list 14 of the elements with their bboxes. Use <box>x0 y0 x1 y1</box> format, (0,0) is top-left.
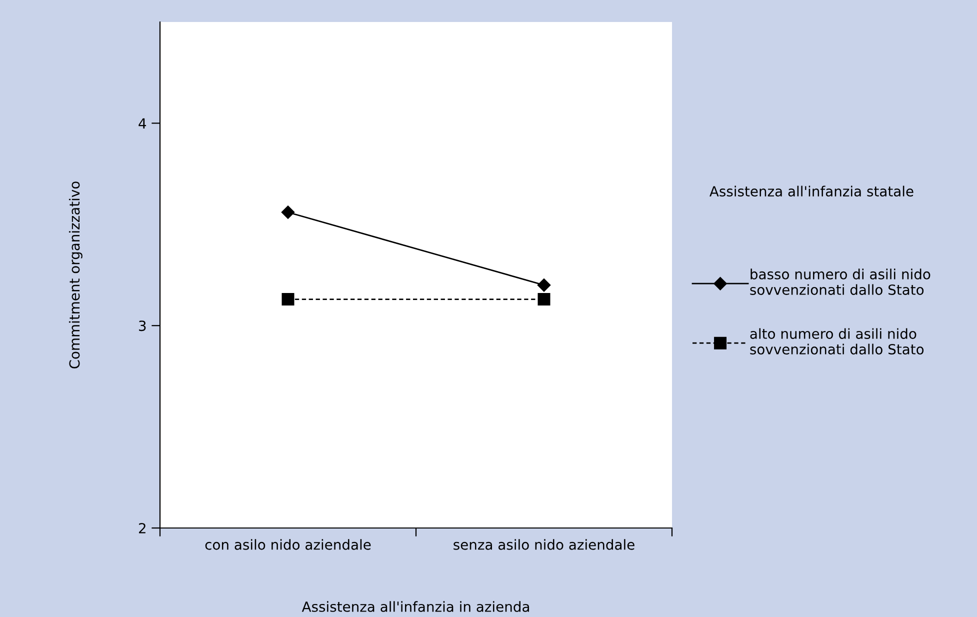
point <box>281 206 295 219</box>
point <box>538 293 550 306</box>
legend-label: basso numero di asili nido sovvenzionati dallo Stato <box>750 268 930 295</box>
x-axis-title: Assistenza all'infanzia in azienda <box>302 601 529 612</box>
legend-label: alto numero di asili nido sovvenzionati dallo Stato <box>750 328 924 355</box>
point <box>537 278 551 292</box>
legend-title: Assistenza all'infanzia statale <box>710 186 914 197</box>
y-tick-label: 2 <box>138 522 146 534</box>
x-tick-label: senza asilo nido aziendale <box>454 539 634 550</box>
y-tick-label: 4 <box>138 118 146 128</box>
y-tick-label: 3 <box>139 320 146 332</box>
x-tick-label: con asilo nido aziendale <box>205 539 371 550</box>
point <box>282 293 294 306</box>
y-axis-title: Commitment organizzativo <box>68 182 82 368</box>
